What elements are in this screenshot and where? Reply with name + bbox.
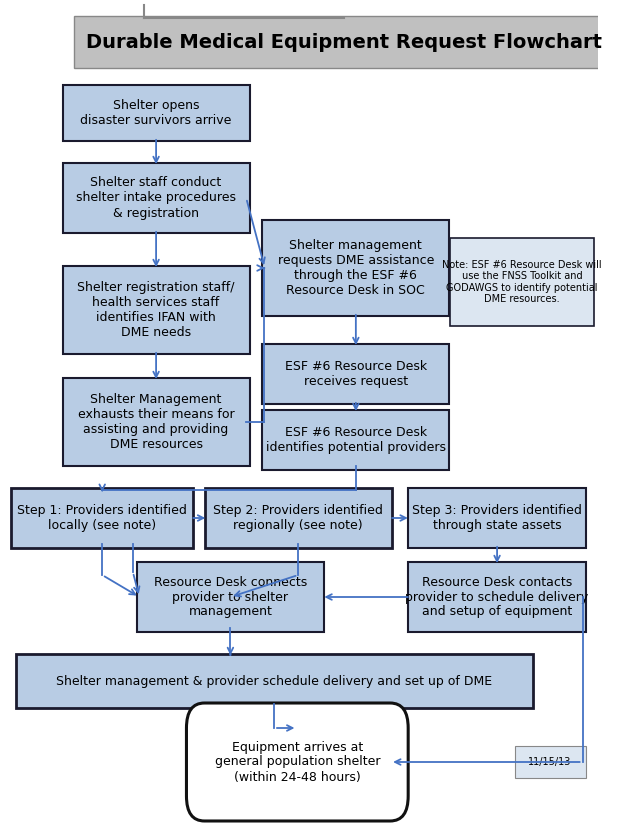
FancyBboxPatch shape bbox=[262, 344, 450, 404]
FancyBboxPatch shape bbox=[62, 162, 250, 233]
Text: Step 3: Providers identified
through state assets: Step 3: Providers identified through sta… bbox=[412, 504, 582, 532]
FancyBboxPatch shape bbox=[11, 488, 193, 548]
FancyBboxPatch shape bbox=[74, 16, 613, 68]
Text: Step 1: Providers identified
locally (see note): Step 1: Providers identified locally (se… bbox=[17, 504, 187, 532]
FancyBboxPatch shape bbox=[15, 654, 533, 708]
Text: Shelter management
requests DME assistance
through the ESF #6
Resource Desk in S: Shelter management requests DME assistan… bbox=[278, 239, 434, 297]
Text: Step 2: Providers identified
regionally (see note): Step 2: Providers identified regionally … bbox=[213, 504, 383, 532]
FancyBboxPatch shape bbox=[408, 488, 586, 548]
Text: Shelter opens
disaster survivors arrive: Shelter opens disaster survivors arrive bbox=[80, 99, 232, 127]
FancyBboxPatch shape bbox=[62, 378, 250, 466]
Text: 11/15/13: 11/15/13 bbox=[528, 757, 572, 767]
Text: Shelter Management
exhausts their means for
assisting and providing
DME resource: Shelter Management exhausts their means … bbox=[78, 393, 234, 451]
Text: ESF #6 Resource Desk
identifies potential providers: ESF #6 Resource Desk identifies potentia… bbox=[266, 426, 446, 454]
FancyBboxPatch shape bbox=[62, 266, 250, 354]
Text: Shelter registration staff/
health services staff
identifies IFAN with
DME needs: Shelter registration staff/ health servi… bbox=[77, 281, 235, 339]
FancyBboxPatch shape bbox=[62, 85, 250, 141]
FancyBboxPatch shape bbox=[450, 238, 594, 327]
Text: Shelter staff conduct
shelter intake procedures
& registration: Shelter staff conduct shelter intake pro… bbox=[76, 177, 236, 220]
FancyBboxPatch shape bbox=[187, 703, 408, 821]
FancyBboxPatch shape bbox=[137, 561, 324, 632]
Text: Note: ESF #6 Resource Desk will
use the FNSS Toolkit and
GODAWGS to identify pot: Note: ESF #6 Resource Desk will use the … bbox=[442, 260, 602, 304]
FancyBboxPatch shape bbox=[262, 410, 450, 470]
FancyBboxPatch shape bbox=[515, 746, 585, 778]
Text: Equipment arrives at
general population shelter
(within 24-48 hours): Equipment arrives at general population … bbox=[214, 741, 380, 784]
FancyBboxPatch shape bbox=[205, 488, 392, 548]
Text: Durable Medical Equipment Request Flowchart: Durable Medical Equipment Request Flowch… bbox=[86, 32, 601, 52]
FancyBboxPatch shape bbox=[408, 561, 586, 632]
FancyBboxPatch shape bbox=[262, 220, 450, 317]
Text: Shelter management & provider schedule delivery and set up of DME: Shelter management & provider schedule d… bbox=[56, 675, 492, 687]
Text: Resource Desk connects
provider to shelter
management: Resource Desk connects provider to shelt… bbox=[154, 576, 307, 618]
Text: ESF #6 Resource Desk
receives request: ESF #6 Resource Desk receives request bbox=[285, 360, 427, 388]
Text: Resource Desk contacts
provider to schedule delivery
and setup of equipment: Resource Desk contacts provider to sched… bbox=[406, 576, 589, 618]
